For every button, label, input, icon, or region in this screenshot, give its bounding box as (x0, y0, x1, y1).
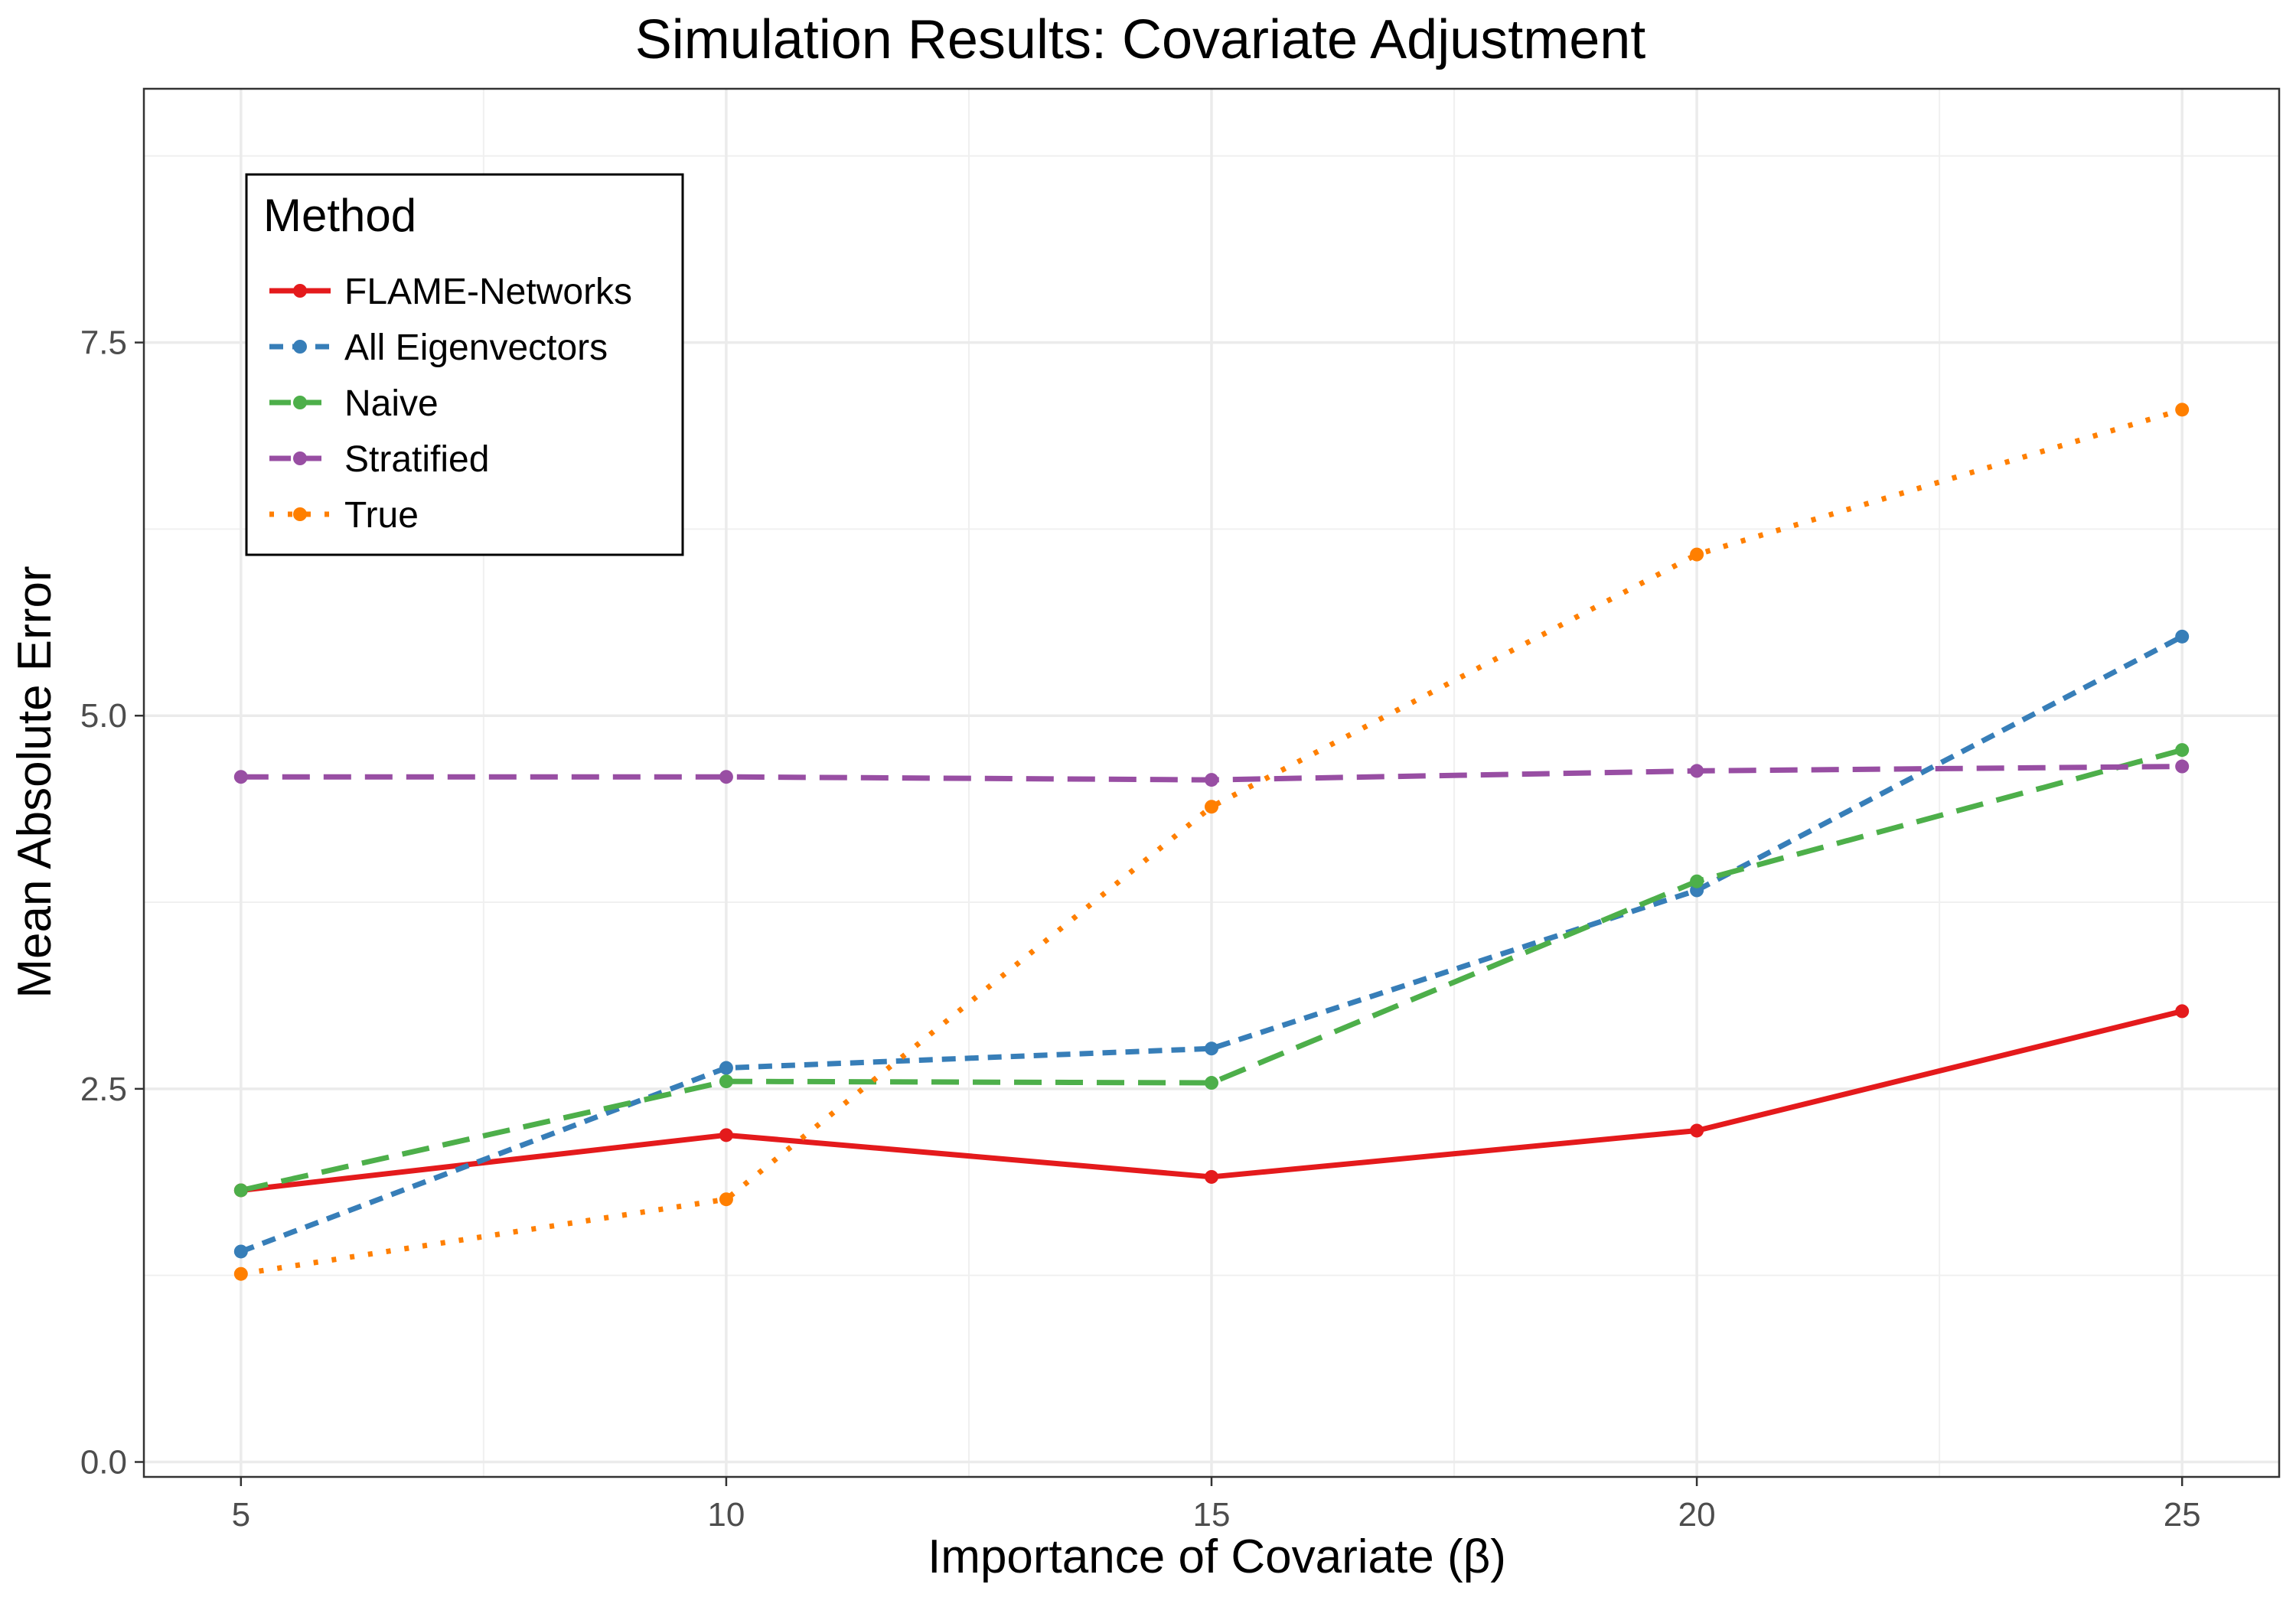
data-point-stratified (1205, 773, 1218, 787)
data-point-true (1205, 800, 1218, 814)
legend-box (245, 173, 684, 556)
major-gridlines (144, 89, 2279, 1477)
data-point-naive (719, 1074, 733, 1089)
data-point-stratified (2175, 759, 2190, 774)
legend-key-point-all-eigenvectors (293, 340, 307, 354)
legend-label-flame-networks: FLAME-Networks (344, 272, 632, 312)
data-point-all-eigenvectors (719, 1061, 733, 1075)
data-point-stratified (1690, 764, 1704, 778)
data-point-naive (1205, 1076, 1218, 1090)
data-point-naive (233, 1183, 248, 1198)
chart-title: Simulation Results: Covariate Adjustment (635, 9, 1646, 70)
legend-label-naive: Naive (344, 383, 439, 424)
series-line-naive (240, 747, 2183, 1193)
legend-title: Method (263, 190, 416, 241)
legend-key-point-naive (293, 396, 307, 409)
data-point-true (719, 1192, 733, 1207)
data-point-stratified (233, 770, 248, 784)
y-tick-label: 0.0 (80, 1443, 127, 1481)
data-point-true (233, 1266, 248, 1281)
legend-key-point-flame-networks (293, 284, 307, 298)
data-point-flame-networks (2175, 1004, 2190, 1019)
data-point-naive (2175, 743, 2190, 758)
x-axis-title: Importance of Covariate (β) (928, 1530, 1506, 1583)
x-tick-label: 15 (1193, 1496, 1231, 1534)
legend-label-all-eigenvectors: All Eigenvectors (344, 328, 608, 368)
data-point-all-eigenvectors (233, 1244, 248, 1259)
data-point-all-eigenvectors (1205, 1041, 1218, 1056)
data-point-flame-networks (1690, 1123, 1704, 1138)
data-point-flame-networks (1205, 1169, 1218, 1184)
legend-key-point-true (293, 507, 307, 521)
x-tick-label: 25 (2164, 1496, 2201, 1534)
data-point-naive (1690, 874, 1704, 888)
legend-label-true: True (344, 495, 419, 536)
data-point-stratified (719, 770, 733, 784)
data-point-all-eigenvectors (2175, 629, 2190, 644)
data-point-flame-networks (719, 1128, 733, 1143)
legend-key-point-stratified (293, 451, 307, 465)
y-tick-label: 2.5 (80, 1071, 127, 1108)
data-point-true (2175, 403, 2190, 417)
legend: Method FLAME-Networks All Eigenvectors Nai… (245, 173, 684, 556)
x-tick-label: 10 (707, 1496, 745, 1534)
x-tick-label: 20 (1678, 1496, 1716, 1534)
y-tick-label: 7.5 (80, 324, 127, 362)
x-axis-ticks: 5 10 15 20 25 (232, 1477, 2201, 1534)
data-point-true (1690, 547, 1704, 562)
legend-keys: FLAME-Networks All Eigenvectors Naive Strat… (269, 272, 632, 536)
series-line-all-eigenvectors (240, 634, 2183, 1254)
y-tick-label: 5.0 (80, 697, 127, 735)
y-axis-ticks: 0.0 2.5 5.0 7.5 (80, 324, 144, 1481)
y-axis-title: Mean Absolute Error (8, 566, 61, 998)
legend-label-stratified: Stratified (344, 439, 489, 480)
series-points (233, 403, 2190, 1281)
x-tick-label: 5 (232, 1496, 250, 1534)
